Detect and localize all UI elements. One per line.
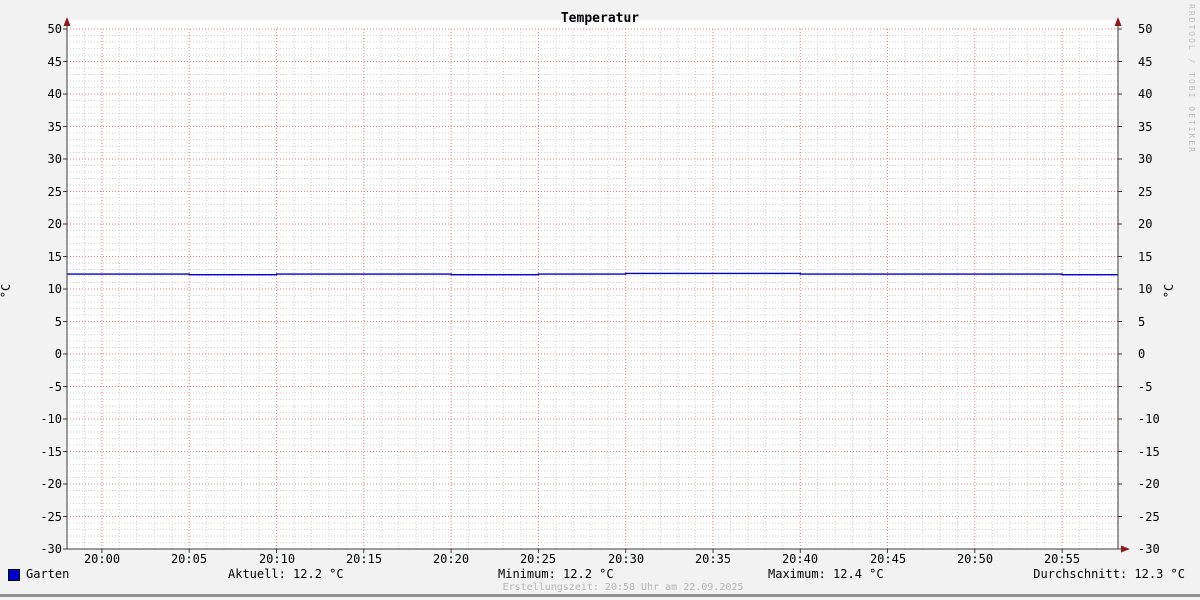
y-tick-label-right: -10 xyxy=(1138,412,1160,426)
y-tick-label-right: 15 xyxy=(1138,250,1153,264)
x-tick-label: 20:30 xyxy=(607,552,645,566)
y-tick-label-left: 40 xyxy=(47,87,62,101)
chart-title: Temperatur xyxy=(560,11,640,26)
y-tick-label-left: -5 xyxy=(47,380,62,394)
y-tick-label-left: -30 xyxy=(40,542,62,556)
y-tick-label-right: 25 xyxy=(1138,185,1153,199)
image-bottom-border xyxy=(0,594,1200,597)
y-tick-label-left: 0 xyxy=(54,347,62,361)
y-tick-label-right: 30 xyxy=(1138,152,1153,166)
y-tick-label-right: -5 xyxy=(1138,380,1153,394)
stat-maximum: Maximum: 12.4 °C xyxy=(768,567,884,581)
x-tick-label: 20:40 xyxy=(781,552,819,566)
y-tick-label-left: 15 xyxy=(47,250,62,264)
y-tick-label-right: -20 xyxy=(1138,477,1160,491)
stat-current: Aktuell: 12.2 °C xyxy=(228,567,344,581)
y-tick-label-left: -20 xyxy=(40,477,62,491)
y-tick-label-left: 5 xyxy=(54,315,62,329)
y-tick-label-right: 5 xyxy=(1138,315,1146,329)
x-tick-label: 20:35 xyxy=(694,552,732,566)
y-tick-label-left: -10 xyxy=(40,412,62,426)
y-axis-unit-left: °C xyxy=(0,283,14,299)
stat-average: Durchschnitt: 12.3 °C xyxy=(1033,567,1185,581)
y-tick-label-left: -25 xyxy=(40,510,62,524)
y-tick-label-right: 20 xyxy=(1138,217,1153,231)
y-tick-label-left: 35 xyxy=(47,120,62,134)
y-tick-label-right: 45 xyxy=(1138,55,1153,69)
x-tick-label: 20:05 xyxy=(170,552,208,566)
y-tick-label-right: 0 xyxy=(1138,347,1146,361)
y-tick-label-right: -30 xyxy=(1138,542,1160,556)
y-tick-label-left: 30 xyxy=(47,152,62,166)
y-tick-label-right: 10 xyxy=(1138,282,1153,296)
series-color-swatch xyxy=(8,569,20,581)
x-tick-label: 20:25 xyxy=(519,552,557,566)
y-tick-label-left: -15 xyxy=(40,445,62,459)
x-tick-label: 20:55 xyxy=(1043,552,1081,566)
y-tick-label-right: 50 xyxy=(1138,22,1153,36)
creation-timestamp: Erstellungszeit: 20:58 Uhr am 22.09.2025 xyxy=(502,582,744,593)
rrdtool-watermark: RRDTOOL / TOBI OETIKER xyxy=(1187,4,1196,154)
stat-minimum: Minimum: 12.2 °C xyxy=(498,567,614,581)
x-tick-label: 20:15 xyxy=(345,552,383,566)
legend-row: Garten Aktuell: 12.2 °C Minimum: 12.2 °C… xyxy=(0,568,1200,582)
y-tick-label-right: 40 xyxy=(1138,87,1153,101)
y-tick-label-left: 25 xyxy=(47,185,62,199)
x-tick-label: 20:20 xyxy=(432,552,470,566)
x-tick-label: 20:10 xyxy=(258,552,296,566)
y-tick-label-left: 20 xyxy=(47,217,62,231)
x-tick-label: 20:00 xyxy=(83,552,121,566)
y-tick-label-right: -15 xyxy=(1138,445,1160,459)
y-tick-label-left: 45 xyxy=(47,55,62,69)
x-tick-label: 20:45 xyxy=(869,552,907,566)
y-tick-label-right: -25 xyxy=(1138,510,1160,524)
y-tick-label-right: 35 xyxy=(1138,120,1153,134)
series-label: Garten xyxy=(26,567,70,581)
y-tick-label-left: 10 xyxy=(47,282,62,296)
x-tick-label: 20:50 xyxy=(956,552,994,566)
y-tick-label-left: 50 xyxy=(47,22,62,36)
